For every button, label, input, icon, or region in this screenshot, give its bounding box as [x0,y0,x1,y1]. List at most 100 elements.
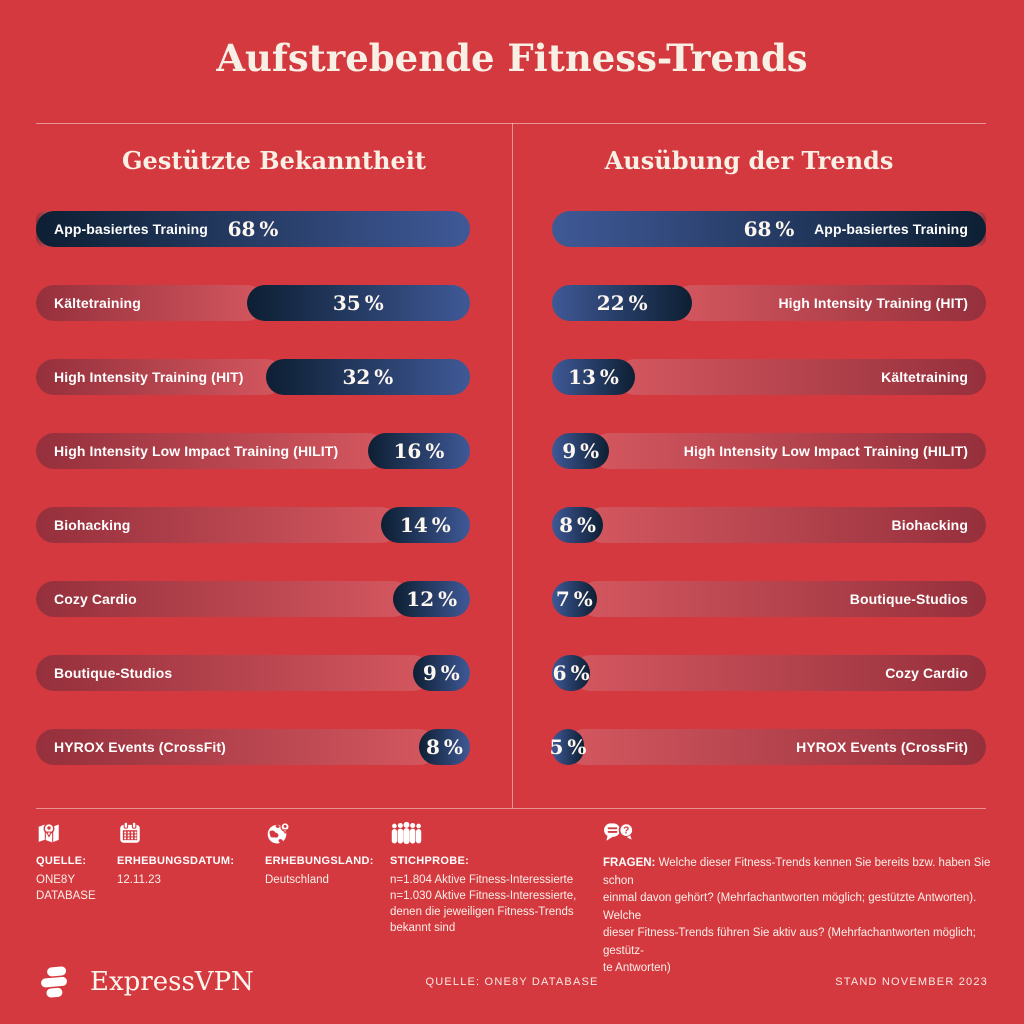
bar-fill: 7 % [552,581,597,617]
bar-label: High Intensity Training (HIT) [54,369,244,385]
page-title: Aufstrebende Fitness-Trends [216,36,808,80]
bar-label: App-basiertes Training [54,221,208,237]
bar-track [36,581,412,617]
globe-icon [267,822,290,844]
bar-track [36,729,437,765]
footer-sample-label: STICHPROBE: [390,855,470,867]
bar-label: High Intensity Low Impact Training (HILI… [54,443,339,459]
bar-track [36,433,386,469]
bar-fill: 9 % [552,433,610,469]
footer-sample-value: n=1.804 Aktive Fitness-Interessierte n=1… [390,874,577,934]
bar-track [578,581,986,617]
bottom-date-text: STAND NOVEMBER 2023 [835,976,988,988]
bar-fill: 16 % [367,433,470,469]
bar-label: Cozy Cardio [54,591,137,607]
bar-value: 5 % [549,735,587,759]
bar-fill: 32 % [265,359,470,395]
svg-text:?: ? [623,826,629,837]
bar-row: 9 % Boutique-Studios [36,655,470,691]
bar-value: 13 % [568,365,619,389]
bar-row: 35 % Kältetraining [36,285,470,321]
bar-label: Boutique-Studios [54,665,173,681]
bar-track [585,507,986,543]
bar-fill: 14 % [380,507,470,543]
bar-label: App-basiertes Training [814,221,968,237]
bar-value: 12 % [406,587,458,611]
footer-source-label: QUELLE: [36,855,87,867]
bar-track [565,729,986,765]
bar-label: Kältetraining [881,369,968,385]
bar-value: 6 % [552,661,590,685]
footer-date-value: 12.11.23 [117,874,161,886]
bar-track [36,359,284,395]
bar-track [591,433,986,469]
bar-fill: 8 % [552,507,604,543]
footer-divider [36,808,986,809]
bar-row: 5 % HYROX Events (CrossFit) [549,729,986,765]
map-icon [38,822,59,843]
footer-questions-label: FRAGEN: [603,857,656,869]
footer-country: ERHEBUNGSLAND: Deutschland [265,820,395,888]
bar-fill: 6 % [552,655,591,691]
bar-row: 12 % Cozy Cardio [36,581,470,617]
bar-fill: 13 % [552,359,635,395]
calendar-icon [120,821,140,843]
top-divider [36,123,986,124]
bar-fill: 68 % [552,211,986,247]
bar-label: Boutique-Studios [849,591,968,607]
bar-value: 14 % [399,513,451,537]
bar-fill: 22 % [552,285,693,321]
bar-row: 68 % App-basiertes Training [36,211,470,247]
bar-fill: 12 % [393,581,470,617]
bar-track [36,507,399,543]
bar-row: 6 % Cozy Cardio [552,655,986,691]
bar-label: HYROX Events (CrossFit) [54,739,226,755]
bar-fill: 35 % [246,285,470,321]
footer-sample: STICHPROBE: n=1.804 Aktive Fitness-Inter… [390,820,590,936]
brand-lockup: ExpressVPN [34,960,254,1004]
bar-row: 16 % High Intensity Low Impact Training (… [36,433,470,469]
center-divider [512,123,513,808]
bar-row: 8 % Biohacking [552,507,986,543]
bar-track [674,285,986,321]
bar-track [616,359,986,395]
bar-value: 9 % [562,439,600,463]
bar-label: Biohacking [891,517,968,533]
bar-fill: 8 % [418,729,470,765]
bar-value: 68 % [227,217,279,241]
bar-track [572,655,986,691]
bar-value: 22 % [596,291,648,315]
bottom-source-text: QUELLE: ONE8Y DATABASE [425,976,599,988]
bar-track [36,655,431,691]
bar-value: 9 % [422,661,460,685]
bar-row: 9 % High Intensity Low Impact Training (H… [552,433,986,469]
footer-questions-value: Welche dieser Fitness-Trends kennen Sie … [603,857,991,974]
bar-row: 22 % High Intensity Training (HIT) [552,285,986,321]
bar-value: 7 % [555,587,593,611]
bar-row: 32 % High Intensity Training (HIT) [36,359,470,395]
bar-fill: 68 % [36,211,470,247]
left-column-title: Gestützte Bekanntheit [122,146,426,175]
brand-name: ExpressVPN [90,967,254,997]
bar-value: 35 % [332,291,384,315]
chat-icon: ? [604,822,634,841]
bar-fill: 9 % [412,655,470,691]
bar-label: High Intensity Training (HIT) [778,295,968,311]
bar-label: High Intensity Low Impact Training (HILI… [683,443,968,459]
footer-country-value: Deutschland [265,874,329,886]
footer-source: QUELLE: ONE8Y DATABASE [36,820,116,904]
bar-value: 68 % [743,217,795,241]
bar-row: 14 % Biohacking [36,507,470,543]
right-column-title: Ausübung der Trends [604,146,894,175]
bar-label: Cozy Cardio [885,665,968,681]
bar-row: 13 % Kältetraining [552,359,986,395]
bar-value: 16 % [393,439,445,463]
expressvpn-logo-icon [41,966,67,998]
awareness-bar-chart: 68 % App-basiertes Training 35 % Kältetrain… [36,211,470,765]
footer-date: ERHEBUNGSDATUM: 12.11.23 [117,820,257,888]
bar-label: Kältetraining [54,295,141,311]
footer-source-value: ONE8Y DATABASE [36,874,96,902]
footer-questions: ? FRAGEN: Welche dieser Fitness-Trends k… [603,820,991,978]
people-icon [391,821,422,844]
